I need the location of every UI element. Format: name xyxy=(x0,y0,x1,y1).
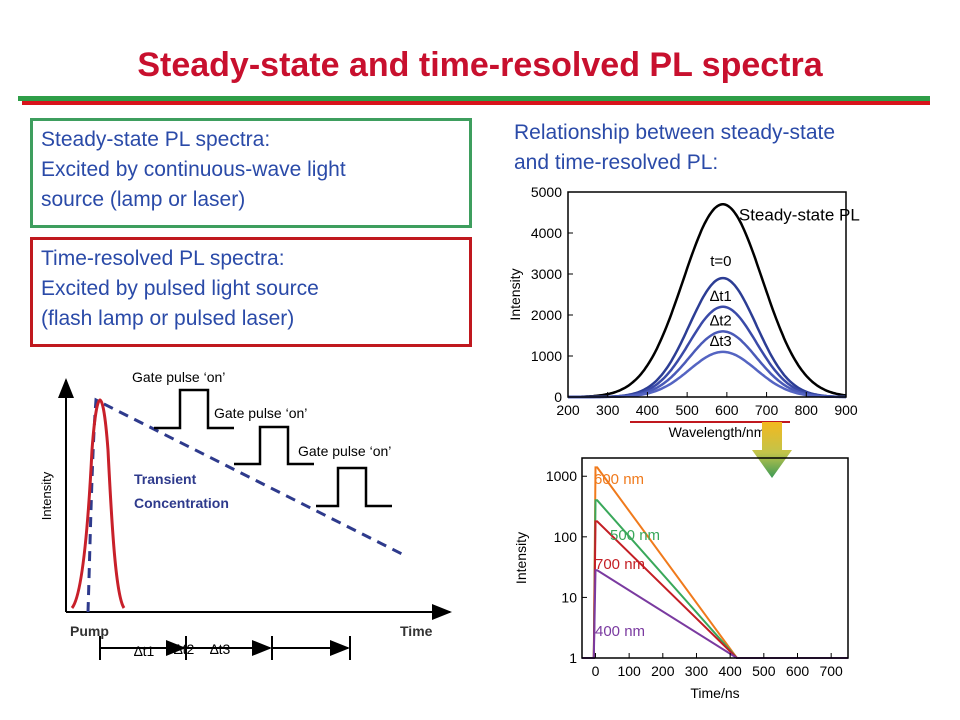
decay-ylabel: Intensity xyxy=(513,532,529,584)
decay-y-tick-label: 1000 xyxy=(546,468,577,484)
pump-pulse-curve xyxy=(70,398,126,609)
delay-label-dt3: ∆t3 xyxy=(210,641,230,657)
spectrum-label-2: ∆t1 xyxy=(710,288,732,305)
time-box-line2: Excited by pulsed light source xyxy=(41,276,319,300)
decay-label-2: 700 nm xyxy=(595,556,645,573)
decay-x-tick-label: 300 xyxy=(685,663,709,679)
down-arrow-icon xyxy=(752,422,792,478)
decay-chart: 0 100 200 300 400 500 600 700 1 10 100 1000 Time/ns I… xyxy=(513,457,849,701)
spectrum-series-0 xyxy=(568,203,847,399)
time-resolved-box: Time-resolved PL spectra: Excited by pul… xyxy=(30,237,472,347)
spectra-x-tick-label: 200 xyxy=(556,402,580,418)
decay-x-tick-label: 600 xyxy=(786,663,810,679)
spectra-y-tick-label: 0 xyxy=(554,389,562,405)
spectra-y-tick-label: 4000 xyxy=(531,225,562,241)
delay-label-dt1: ∆t1 xyxy=(134,643,154,659)
spectra-x-tick-label: 900 xyxy=(834,402,858,418)
decay-x-tick-label: 500 xyxy=(752,663,776,679)
decay-x-tick-label: 100 xyxy=(617,663,641,679)
steady-state-box: Steady-state PL spectra: Excited by cont… xyxy=(30,118,472,228)
spectra-ylabel: Intensity xyxy=(507,268,523,320)
decay-y-tick-label: 10 xyxy=(561,589,577,605)
gate-pulse-1 xyxy=(154,388,234,430)
spectrum-label-3: ∆t2 xyxy=(710,312,732,329)
spectrum-label-steady: Steady-state PL xyxy=(739,205,860,224)
spectra-x-tick-label: 800 xyxy=(795,402,819,418)
time-box-line3: (flash lamp or pulsed laser) xyxy=(41,306,295,330)
spectra-x-tick-label: 500 xyxy=(675,402,699,418)
transient-decay-dashed xyxy=(86,397,407,613)
spectrum-label-4: ∆t3 xyxy=(710,333,732,350)
steady-box-line2: Excited by continuous-wave light xyxy=(41,157,346,181)
spectrum-series-2 xyxy=(568,305,846,399)
delay-label-dt2: ∆t2 xyxy=(174,641,194,657)
gate-label-3: Gate pulse ‘on’ xyxy=(298,443,391,459)
spectra-y-tick-label: 3000 xyxy=(531,266,562,282)
spectra-plot-frame xyxy=(567,191,847,398)
decay-plot-frame xyxy=(581,457,849,659)
steady-box-line3: source (lamp or laser) xyxy=(41,187,246,211)
gate-pulse-diagram: Intensity Time Pump Transient Concentrat… xyxy=(39,369,452,660)
diagram-ylabel: Intensity xyxy=(39,471,54,520)
transient-label-line2: Concentration xyxy=(134,495,229,511)
spectra-y-tick-label: 1000 xyxy=(531,348,562,364)
spectrum-series-3 xyxy=(568,330,846,399)
relationship-line2: and time-resolved PL: xyxy=(514,150,719,174)
decay-y-tick-label: 1 xyxy=(569,650,577,666)
spectra-x-tick-label: 600 xyxy=(715,402,739,418)
title-rule-red xyxy=(22,101,930,105)
time-box-line1: Time-resolved PL spectra: xyxy=(41,247,285,270)
spectra-x-tick-label: 700 xyxy=(755,402,779,418)
spectra-y-tick-label: 2000 xyxy=(531,307,562,323)
decay-xlabel: Time/ns xyxy=(690,685,739,701)
spectra-chart: 200 300 400 500 600 700 800 900 0 1000 2000 3000 400… xyxy=(507,184,860,440)
decay-label-0: 600 nm xyxy=(594,471,644,488)
spectrum-label-1: t=0 xyxy=(710,253,731,270)
decay-x-tick-label: 700 xyxy=(819,663,843,679)
gate-label-1: Gate pulse ‘on’ xyxy=(132,369,225,385)
spectra-y-tick-label: 5000 xyxy=(531,184,562,200)
decay-x-tick-label: 200 xyxy=(651,663,675,679)
spectra-xlabel: Wavelength/nm xyxy=(669,424,766,440)
decay-x-tick-label: 400 xyxy=(718,663,742,679)
diagram-xlabel: Time xyxy=(400,623,433,639)
title-rule-green xyxy=(18,96,930,101)
decay-label-1: 500 nm xyxy=(610,527,660,544)
decay-x-tick-label: 0 xyxy=(592,663,600,679)
spectra-x-tick-label: 400 xyxy=(636,402,660,418)
steady-box-line1: Steady-state PL spectra: xyxy=(41,128,271,151)
pump-label: Pump xyxy=(70,623,109,639)
slide-title: Steady-state and time-resolved PL spectr… xyxy=(137,46,823,84)
gate-pulse-3 xyxy=(316,466,392,508)
spectra-x-tick-label: 300 xyxy=(596,402,620,418)
decay-series-3 xyxy=(582,569,848,659)
decay-label-3: 400 nm xyxy=(595,623,645,640)
relationship-heading: Relationship between steady-state and ti… xyxy=(514,118,835,178)
relationship-line1: Relationship between steady-state xyxy=(514,121,836,144)
gate-pulse-2 xyxy=(234,425,314,466)
transient-label-line1: Transient xyxy=(134,471,197,487)
decay-y-tick-label: 100 xyxy=(554,529,578,545)
gate-label-2: Gate pulse ‘on’ xyxy=(214,405,307,421)
